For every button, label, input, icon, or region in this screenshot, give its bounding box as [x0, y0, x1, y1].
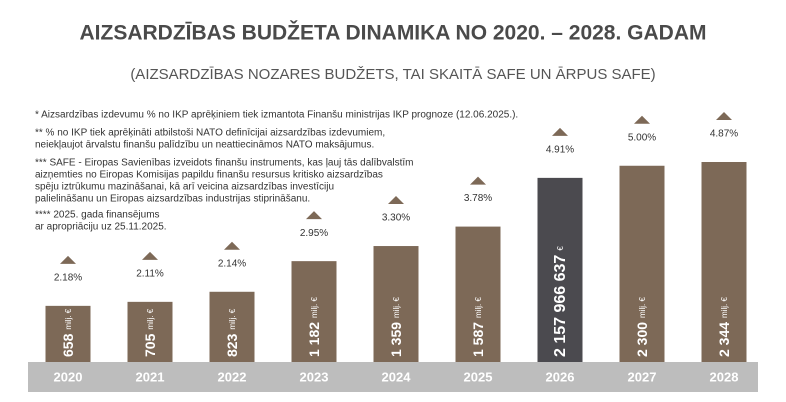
gdp-share-label: 2.11%	[136, 268, 164, 279]
gdp-share-label: 2.14%	[218, 258, 246, 269]
marker-triangle	[224, 241, 240, 250]
gdp-share-label: 3.30%	[382, 213, 410, 224]
footnote: neiekļaujot ārvalstu finanšu palīdzību u…	[35, 140, 374, 151]
x-tick-label: 2026	[546, 369, 575, 384]
marker-triangle	[142, 251, 158, 260]
bar	[455, 226, 501, 362]
value-label: 1 359 milj. €	[388, 297, 404, 357]
value-unit: milj. €	[638, 297, 647, 318]
marker-triangle	[634, 115, 650, 124]
value-label: 2 157 966 637 €	[552, 246, 569, 357]
gdp-share-label: 2.95%	[300, 228, 328, 239]
gdp-share-label: 3.78%	[464, 193, 492, 204]
marker-triangle	[306, 211, 322, 220]
chart-title: AIZSARDZĪBAS BUDŽETA DINAMIKA NO 2020. –…	[80, 21, 707, 45]
footnote: *** SAFE - Eiropas Savienības izveidots …	[35, 158, 414, 169]
year-band	[28, 362, 758, 392]
footnote: **** 2025. gada finansējums	[35, 210, 160, 221]
value-unit: milj. €	[720, 297, 729, 318]
value-label: 705 milj. €	[142, 308, 158, 357]
value-unit: milj. €	[146, 308, 155, 329]
value-unit: milj. €	[310, 297, 319, 318]
value-unit: milj. €	[474, 297, 483, 318]
footnote: ar apropriāciju uz 25.11.2025.	[35, 222, 167, 233]
value-label: 2 300 milj. €	[634, 297, 650, 357]
x-tick-label: 2021	[136, 369, 165, 384]
footnote: palielināšanu un Eiropas aizsardzības in…	[35, 194, 310, 205]
value-unit: €	[556, 246, 565, 251]
value-number: 2 300	[634, 322, 650, 357]
value-number: 1 182	[306, 322, 322, 357]
x-tick-label: 2020	[54, 369, 83, 384]
marker-triangle	[60, 255, 76, 264]
bar	[209, 291, 255, 362]
value-number: 1 359	[388, 322, 404, 357]
value-label: 658 milj. €	[60, 308, 76, 357]
x-tick-label: 2023	[300, 369, 329, 384]
value-unit: milj. €	[64, 308, 73, 329]
footnote: aizņemties no Eiropas Komisijas papildu …	[35, 170, 383, 181]
gdp-share-label: 5.00%	[628, 132, 656, 143]
x-tick-label: 2024	[382, 369, 412, 384]
x-tick-label: 2028	[710, 369, 739, 384]
footnote: spēju iztrūkumu mazināšanai, kā arī veic…	[35, 182, 334, 193]
value-number: 2 344	[716, 322, 732, 357]
x-tick-label: 2027	[628, 369, 657, 384]
bar	[291, 261, 337, 362]
marker-triangle	[716, 112, 732, 120]
value-label: 1 587 milj. €	[470, 297, 486, 357]
gdp-share-label: 2.18%	[54, 272, 82, 283]
value-number: 1 587	[470, 322, 486, 357]
bar	[373, 246, 419, 362]
value-number: 705	[142, 333, 158, 357]
value-number: 658	[60, 333, 76, 357]
value-number: 2 157 966 637	[552, 255, 569, 357]
bar	[127, 301, 173, 362]
marker-triangle	[388, 196, 404, 205]
value-label: 1 182 milj. €	[306, 297, 322, 357]
chart-subtitle: (AIZSARDZĪBAS NOZARES BUDŽETS, TAI SKAIT…	[130, 66, 655, 83]
footnote: ** % no IKP tiek aprēķināti atbilstoši N…	[35, 128, 385, 139]
bar	[537, 177, 583, 362]
gdp-share-label: 4.91%	[546, 145, 574, 156]
bar	[619, 165, 665, 362]
value-label: 2 344 milj. €	[716, 297, 732, 357]
bar	[45, 305, 91, 362]
value-unit: milj. €	[228, 308, 237, 329]
value-unit: milj. €	[392, 297, 401, 318]
value-number: 823	[224, 333, 240, 357]
marker-triangle	[470, 176, 486, 185]
footnote: * Aizsardzības izdevumu % no IKP aprēķin…	[35, 110, 518, 121]
bar	[701, 162, 747, 362]
gdp-share-label: 4.87%	[710, 129, 738, 140]
value-label: 823 milj. €	[224, 308, 240, 357]
marker-triangle	[552, 127, 568, 136]
x-tick-label: 2022	[218, 369, 247, 384]
x-tick-label: 2025	[464, 369, 493, 384]
